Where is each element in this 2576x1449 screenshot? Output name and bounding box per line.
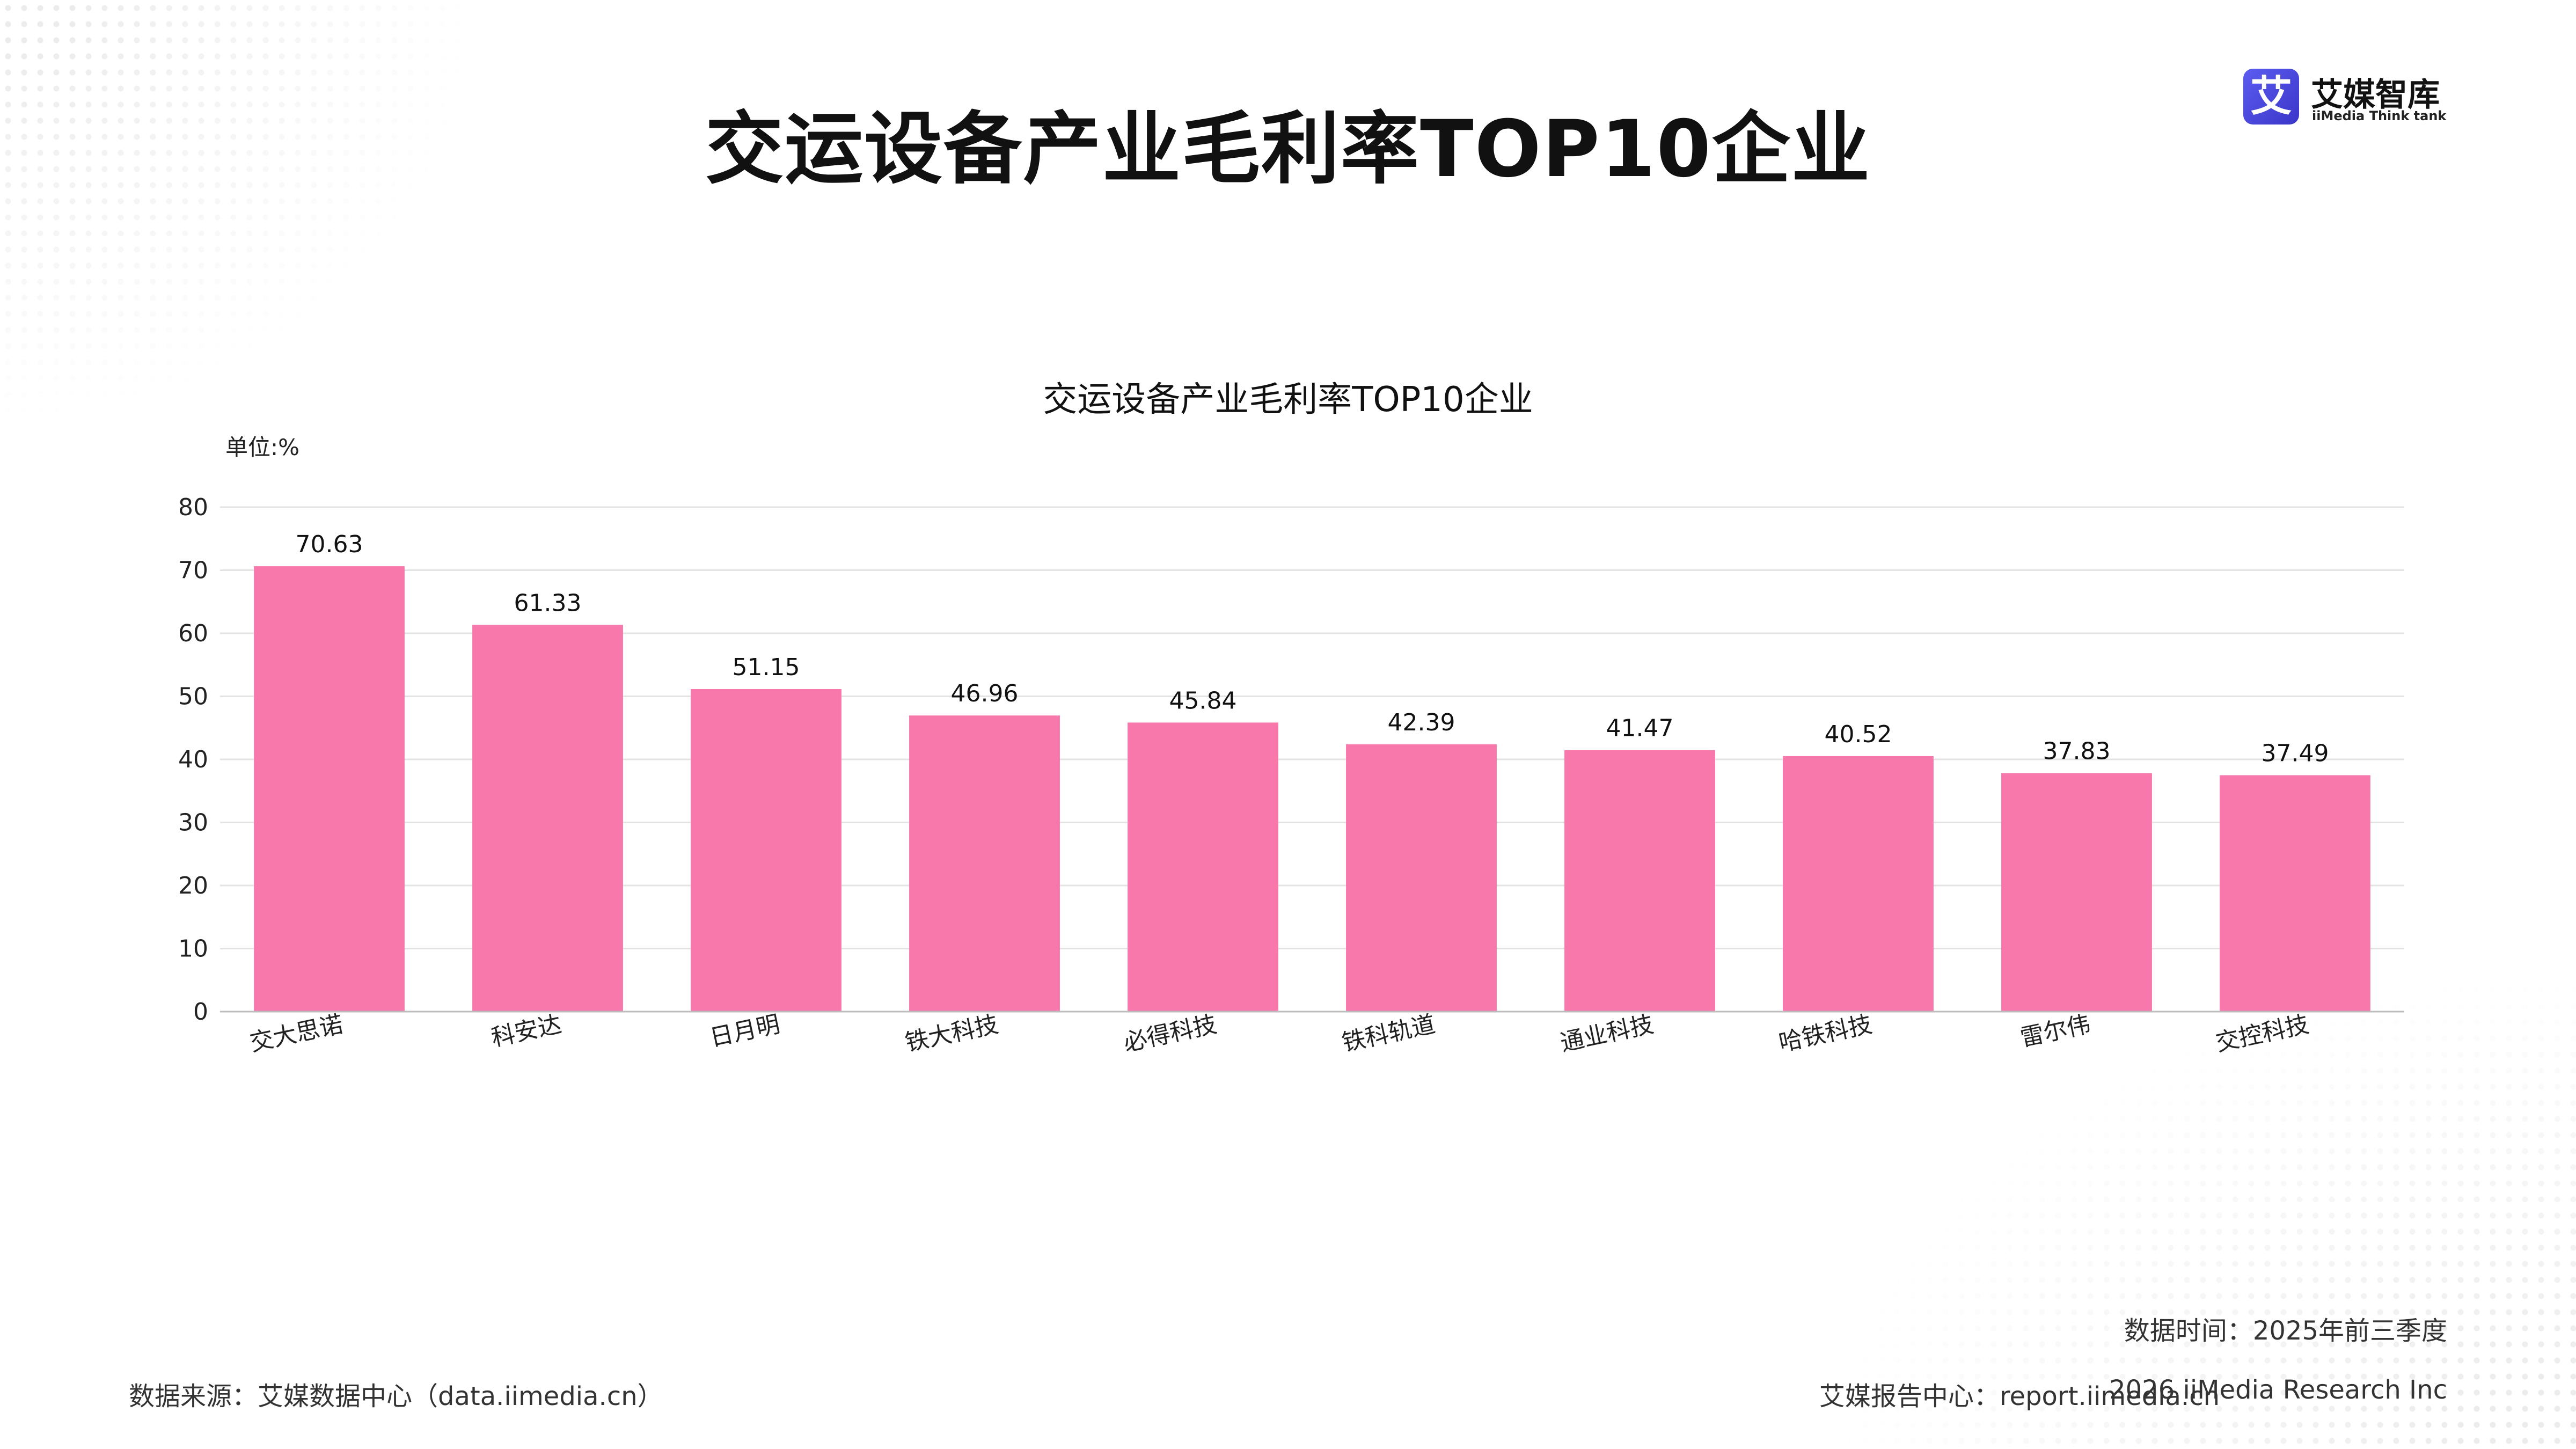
x-tick-label: 通业科技 (1558, 1011, 1656, 1057)
data-label: 40.52 (1825, 721, 1892, 748)
chart-title: 交运设备产业毛利率TOP10企业 (1043, 380, 1533, 420)
unit-label: 单位:% (225, 434, 299, 460)
y-tick-label: 60 (178, 620, 208, 647)
bar (1783, 756, 1934, 1012)
bar (909, 715, 1060, 1012)
bar (2220, 775, 2370, 1012)
data-label: 51.15 (733, 654, 800, 681)
logo-mark-icon: 艾 (2243, 69, 2299, 125)
data-source: 数据来源：艾媒数据中心（data.iimedia.cn） (129, 1381, 663, 1411)
page-title: 交运设备产业毛利率TOP10企业 (705, 104, 1871, 195)
y-axis-ticks: 0 10 20 30 40 50 60 70 80 (178, 494, 208, 1026)
x-tick-label: 科安达 (489, 1011, 564, 1052)
y-tick-label: 80 (178, 494, 208, 521)
data-label: 45.84 (1169, 687, 1237, 714)
bars (254, 566, 2370, 1012)
y-tick-label: 30 (178, 809, 208, 837)
x-tick-label: 铁大科技 (903, 1011, 1001, 1057)
x-tick-label: 哈铁科技 (1776, 1011, 1875, 1057)
x-tick-label: 交大思诺 (247, 1011, 346, 1057)
data-label: 42.39 (1388, 709, 1455, 736)
x-tick-label: 雷尔伟 (2018, 1011, 2093, 1052)
data-label: 70.63 (296, 531, 363, 558)
iimedia-logo: 艾 艾媒智库 iiMedia Think tank (2243, 69, 2469, 128)
y-tick-label: 70 (178, 557, 208, 584)
x-tick-label: 铁科轨道 (1340, 1011, 1438, 1057)
y-tick-label: 40 (178, 746, 208, 773)
logo-mark-glyph: 艾 (2250, 72, 2292, 121)
bar (1564, 750, 1715, 1012)
data-label: 37.49 (2262, 740, 2329, 767)
data-labels: 70.63 61.33 51.15 46.96 45.84 42.39 41.47 40.52… (296, 531, 2329, 767)
x-axis-ticks: 交大思诺 科安达 日月明 铁大科技 必得科技 铁科轨道 通业科技 哈铁科技 雷尔伟 交控科技 (247, 1011, 2311, 1057)
y-tick-label: 10 (178, 935, 208, 963)
data-label: 41.47 (1606, 715, 1674, 742)
data-label: 61.33 (514, 589, 582, 617)
x-tick-label: 日月明 (707, 1011, 782, 1052)
report-center: 艾媒报告中心：report.iimedia.cn (1819, 1381, 2220, 1411)
bar (472, 625, 623, 1012)
bar (1128, 722, 1278, 1012)
y-tick-label: 0 (193, 998, 208, 1026)
bar (254, 566, 405, 1012)
data-time: 数据时间：2025年前三季度 (2124, 1316, 2447, 1346)
bar (691, 689, 841, 1012)
y-tick-label: 20 (178, 872, 208, 899)
bar (1346, 744, 1497, 1012)
copyright: 2026 iiMedia Research Inc (2109, 1375, 2447, 1405)
logo-subtitle: iiMedia Think tank (2312, 108, 2447, 123)
data-label: 46.96 (951, 680, 1019, 707)
bar (2001, 773, 2152, 1012)
x-tick-label: 必得科技 (1121, 1011, 1219, 1057)
logo-name: 艾媒智库 (2311, 76, 2440, 114)
x-tick-label: 交控科技 (2213, 1011, 2311, 1057)
data-label: 37.83 (2043, 737, 2111, 765)
y-tick-label: 50 (178, 683, 208, 711)
